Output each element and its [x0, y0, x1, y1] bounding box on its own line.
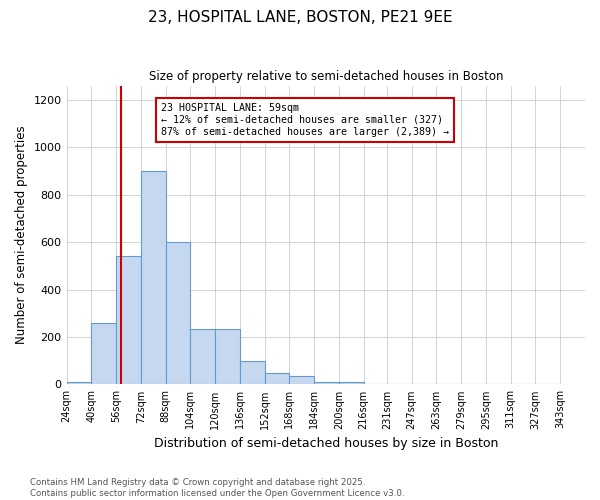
Y-axis label: Number of semi-detached properties: Number of semi-detached properties	[15, 126, 28, 344]
Bar	[190, 328, 215, 384]
Bar	[289, 376, 314, 384]
Text: 23 HOSPITAL LANE: 59sqm
← 12% of semi-detached houses are smaller (327)
87% of s: 23 HOSPITAL LANE: 59sqm ← 12% of semi-de…	[161, 104, 449, 136]
Text: 23, HOSPITAL LANE, BOSTON, PE21 9EE: 23, HOSPITAL LANE, BOSTON, PE21 9EE	[148, 10, 452, 25]
Bar	[141, 171, 166, 384]
Bar	[339, 382, 364, 384]
Bar	[314, 382, 339, 384]
Bar	[91, 323, 116, 384]
X-axis label: Distribution of semi-detached houses by size in Boston: Distribution of semi-detached houses by …	[154, 437, 498, 450]
Bar	[166, 242, 190, 384]
Bar	[240, 360, 265, 384]
Title: Size of property relative to semi-detached houses in Boston: Size of property relative to semi-detach…	[149, 70, 503, 83]
Bar	[116, 256, 141, 384]
Bar	[215, 328, 240, 384]
Bar	[265, 372, 289, 384]
Text: Contains HM Land Registry data © Crown copyright and database right 2025.
Contai: Contains HM Land Registry data © Crown c…	[30, 478, 404, 498]
Bar	[67, 382, 91, 384]
